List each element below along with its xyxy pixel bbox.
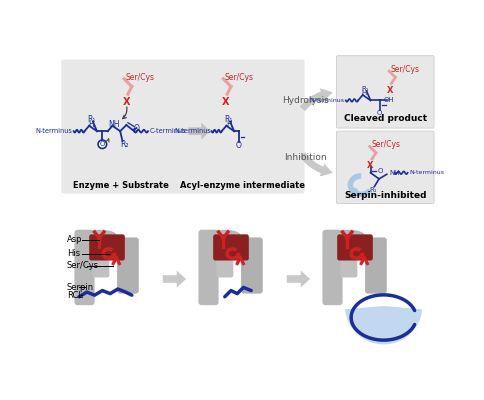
Wedge shape [345,306,422,344]
Text: O: O [236,140,242,150]
FancyBboxPatch shape [336,56,434,128]
Text: Inhibition: Inhibition [284,153,327,162]
Text: His: His [67,249,80,258]
Text: Serpin: Serpin [67,283,94,292]
FancyArrowPatch shape [106,139,109,142]
FancyBboxPatch shape [336,131,434,204]
Text: H: H [362,90,367,96]
FancyArrowPatch shape [300,152,333,176]
FancyBboxPatch shape [322,230,343,305]
Text: R₁: R₁ [87,115,96,124]
Text: Ser/Cys: Ser/Cys [225,74,254,82]
FancyBboxPatch shape [365,238,387,294]
Text: N-terminus: N-terminus [409,170,444,175]
FancyBboxPatch shape [216,234,233,278]
Text: N-terminus: N-terminus [309,98,344,103]
Text: R₁: R₁ [362,86,369,92]
Circle shape [98,140,106,148]
FancyBboxPatch shape [75,230,94,305]
FancyBboxPatch shape [241,238,263,294]
Polygon shape [287,270,310,288]
Text: Serpin-inhibited: Serpin-inhibited [344,191,426,200]
FancyBboxPatch shape [340,234,357,278]
FancyBboxPatch shape [61,60,304,194]
FancyBboxPatch shape [89,234,125,260]
Text: NH: NH [389,170,400,176]
Text: X: X [122,96,130,106]
Text: Ser/Cys: Ser/Cys [371,140,400,149]
Text: OH: OH [384,97,394,103]
Ellipse shape [85,230,116,240]
Ellipse shape [333,230,364,240]
Text: N-terminus: N-terminus [35,128,72,134]
Text: H: H [89,120,94,129]
Text: O: O [134,124,139,132]
FancyArrowPatch shape [123,107,127,119]
Polygon shape [188,123,210,140]
Text: Asp: Asp [67,235,82,244]
Ellipse shape [209,230,240,240]
Polygon shape [163,270,186,288]
Text: RCL: RCL [67,291,83,300]
Text: Ser/Cys: Ser/Cys [126,74,154,82]
FancyBboxPatch shape [117,238,139,294]
FancyBboxPatch shape [92,234,109,278]
Text: Acyl-enzyme intermediate: Acyl-enzyme intermediate [180,180,305,190]
Text: R₁: R₁ [225,115,233,124]
Text: N-terminus: N-terminus [175,128,212,134]
Text: X: X [387,86,393,95]
Text: Ser/Cys: Ser/Cys [391,65,420,74]
Text: Hydrolysis: Hydrolysis [282,96,329,105]
Text: C-terminus: C-terminus [150,128,186,134]
Text: NH: NH [108,120,120,129]
FancyArrowPatch shape [350,187,356,193]
Text: Cleaved product: Cleaved product [344,114,427,123]
FancyBboxPatch shape [337,234,373,260]
FancyBboxPatch shape [213,234,249,260]
Text: H: H [226,120,231,129]
Text: X: X [367,161,374,170]
Text: O: O [377,110,382,116]
Text: R₁: R₁ [369,187,377,193]
Text: X: X [222,96,229,106]
Text: Ser/Cys: Ser/Cys [67,262,99,270]
Text: R₂: R₂ [120,140,128,149]
FancyBboxPatch shape [198,230,219,305]
Text: O: O [100,141,105,147]
Text: Enzyme + Substrate: Enzyme + Substrate [73,180,169,190]
FancyArrowPatch shape [300,88,333,111]
Text: O: O [378,168,383,174]
